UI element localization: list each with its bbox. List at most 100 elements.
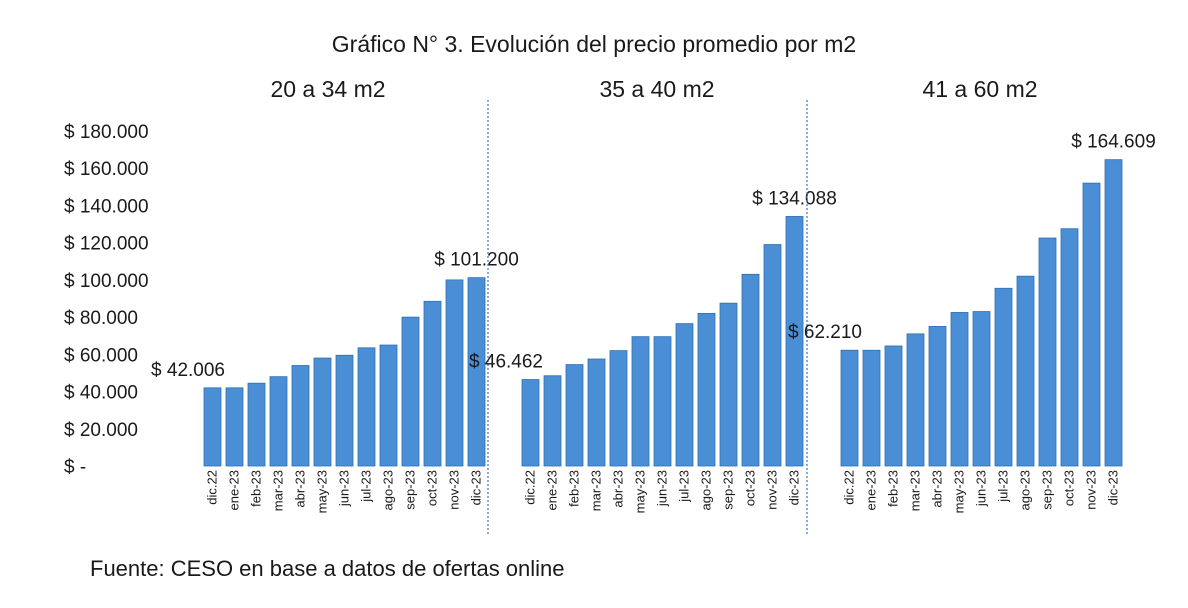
bar (862, 349, 881, 467)
y-tick-label: $ 180.000 (64, 122, 149, 143)
y-tick-label: $ 40.000 (64, 383, 138, 404)
x-tick-label: oct-23 (1062, 470, 1077, 506)
bar (785, 216, 804, 467)
x-tick-label: ago-23 (699, 470, 714, 510)
chart-panels: 20 a 34 m2 dic.22 ene-23 feb-23 mar-23 abr-23… (151, 76, 1156, 536)
y-tick-label: $ 80.000 (64, 308, 138, 329)
bar (269, 376, 288, 467)
x-tick-label: nov-23 (1084, 470, 1099, 510)
bar (1016, 275, 1035, 467)
bar (928, 326, 947, 467)
x-tick-label: mar-23 (271, 470, 286, 511)
data-label: $ 62.210 (788, 322, 862, 343)
bar (1104, 159, 1123, 467)
x-tick-label: sep-23 (721, 470, 736, 510)
bar (884, 345, 903, 467)
x-tick-label: jun-23 (337, 470, 352, 507)
x-tick-label: dic-23 (1106, 470, 1121, 505)
bar (335, 354, 354, 467)
bar (840, 349, 859, 467)
x-tick-label: sep-23 (1040, 470, 1055, 510)
chart-title: Gráfico N° 3. Evolución del precio prome… (332, 31, 856, 57)
data-label: $ 42.006 (151, 360, 225, 381)
bar (445, 279, 464, 467)
bar (521, 379, 540, 467)
panel-title: 20 a 34 m2 (270, 76, 385, 102)
data-label: $ 134.088 (752, 188, 837, 209)
y-tick-label: $ 120.000 (64, 234, 149, 255)
x-tick-label: jul-23 (677, 470, 692, 503)
x-tick-label: dic-23 (787, 470, 802, 505)
x-tick-label: ene-23 (864, 470, 879, 510)
bar (741, 273, 760, 467)
bar (763, 244, 782, 467)
y-tick-label: $ 160.000 (64, 159, 149, 180)
bar (653, 336, 672, 467)
x-tick-label: mar-23 (908, 470, 923, 511)
bar (291, 365, 310, 467)
x-tick-label: ago-23 (1018, 470, 1033, 510)
panel-title: 41 a 60 m2 (922, 76, 1037, 102)
bar (697, 312, 716, 467)
x-tick-label: feb-23 (567, 470, 582, 507)
x-tick-label: oct-23 (425, 470, 440, 506)
x-tick-label: jun-23 (974, 470, 989, 507)
x-tick-label: jul-23 (996, 470, 1011, 503)
x-tick-label: jun-23 (655, 470, 670, 507)
bar (631, 336, 650, 467)
bar (675, 323, 694, 467)
y-tick-label: $ 60.000 (64, 345, 138, 366)
panel-title: 35 a 40 m2 (599, 76, 714, 102)
x-tick-label: oct-23 (743, 470, 758, 506)
x-tick-label: feb-23 (886, 470, 901, 507)
x-tick-label: abr-23 (930, 470, 945, 508)
x-tick-label: may-23 (952, 470, 967, 513)
bar (906, 333, 925, 467)
y-tick-label: $ 100.000 (64, 271, 149, 292)
data-label: $ 164.609 (1071, 132, 1156, 153)
x-tick-label: abr-23 (293, 470, 308, 508)
data-label: $ 101.200 (434, 250, 519, 271)
x-tick-label: ago-23 (381, 470, 396, 510)
panel-1: 20 a 34 m2 dic.22 ene-23 feb-23 mar-23 abr-23… (151, 76, 519, 536)
bar (587, 358, 606, 467)
x-tick-label: may-23 (315, 470, 330, 513)
y-tick-label: $ - (64, 457, 86, 478)
x-tick-label: feb-23 (249, 470, 264, 507)
bar (313, 357, 332, 467)
bar (950, 312, 969, 467)
bar (203, 387, 222, 467)
x-tick-label: dic.22 (205, 470, 220, 505)
x-tick-label: dic-23 (469, 470, 484, 505)
bar (994, 287, 1013, 467)
bar (1082, 182, 1101, 467)
x-tick-label: sep-23 (403, 470, 418, 510)
bar (565, 364, 584, 467)
bar (719, 302, 738, 467)
x-tick-label: may-23 (633, 470, 648, 513)
data-label: $ 46.462 (469, 352, 543, 373)
bar (401, 316, 420, 467)
x-tick-label: dic.22 (523, 470, 538, 505)
x-tick-label: abr-23 (611, 470, 626, 508)
x-tick-label: ene-23 (227, 470, 242, 510)
bar (543, 375, 562, 467)
y-tick-label: $ 140.000 (64, 196, 149, 217)
panel-3: 41 a 60 m2 dic.22 ene-23 feb-23 mar-23 abr-23… (788, 76, 1156, 513)
bar (1060, 228, 1079, 467)
x-tick-label: mar-23 (589, 470, 604, 511)
bar (247, 382, 266, 467)
x-tick-label: dic.22 (842, 470, 857, 505)
bar (423, 300, 442, 467)
x-tick-label: jul-23 (359, 470, 374, 503)
bar (972, 311, 991, 467)
bar (225, 387, 244, 467)
y-tick-label: $ 20.000 (64, 420, 138, 441)
bar (1038, 237, 1057, 467)
bar (467, 277, 486, 467)
panel-2: 35 a 40 m2 dic.22 ene-23 feb-23 mar-23 abr-23… (469, 76, 837, 536)
bar (357, 347, 376, 467)
bar (609, 350, 628, 467)
chart-source: Fuente: CESO en base a datos de ofertas … (90, 556, 565, 581)
